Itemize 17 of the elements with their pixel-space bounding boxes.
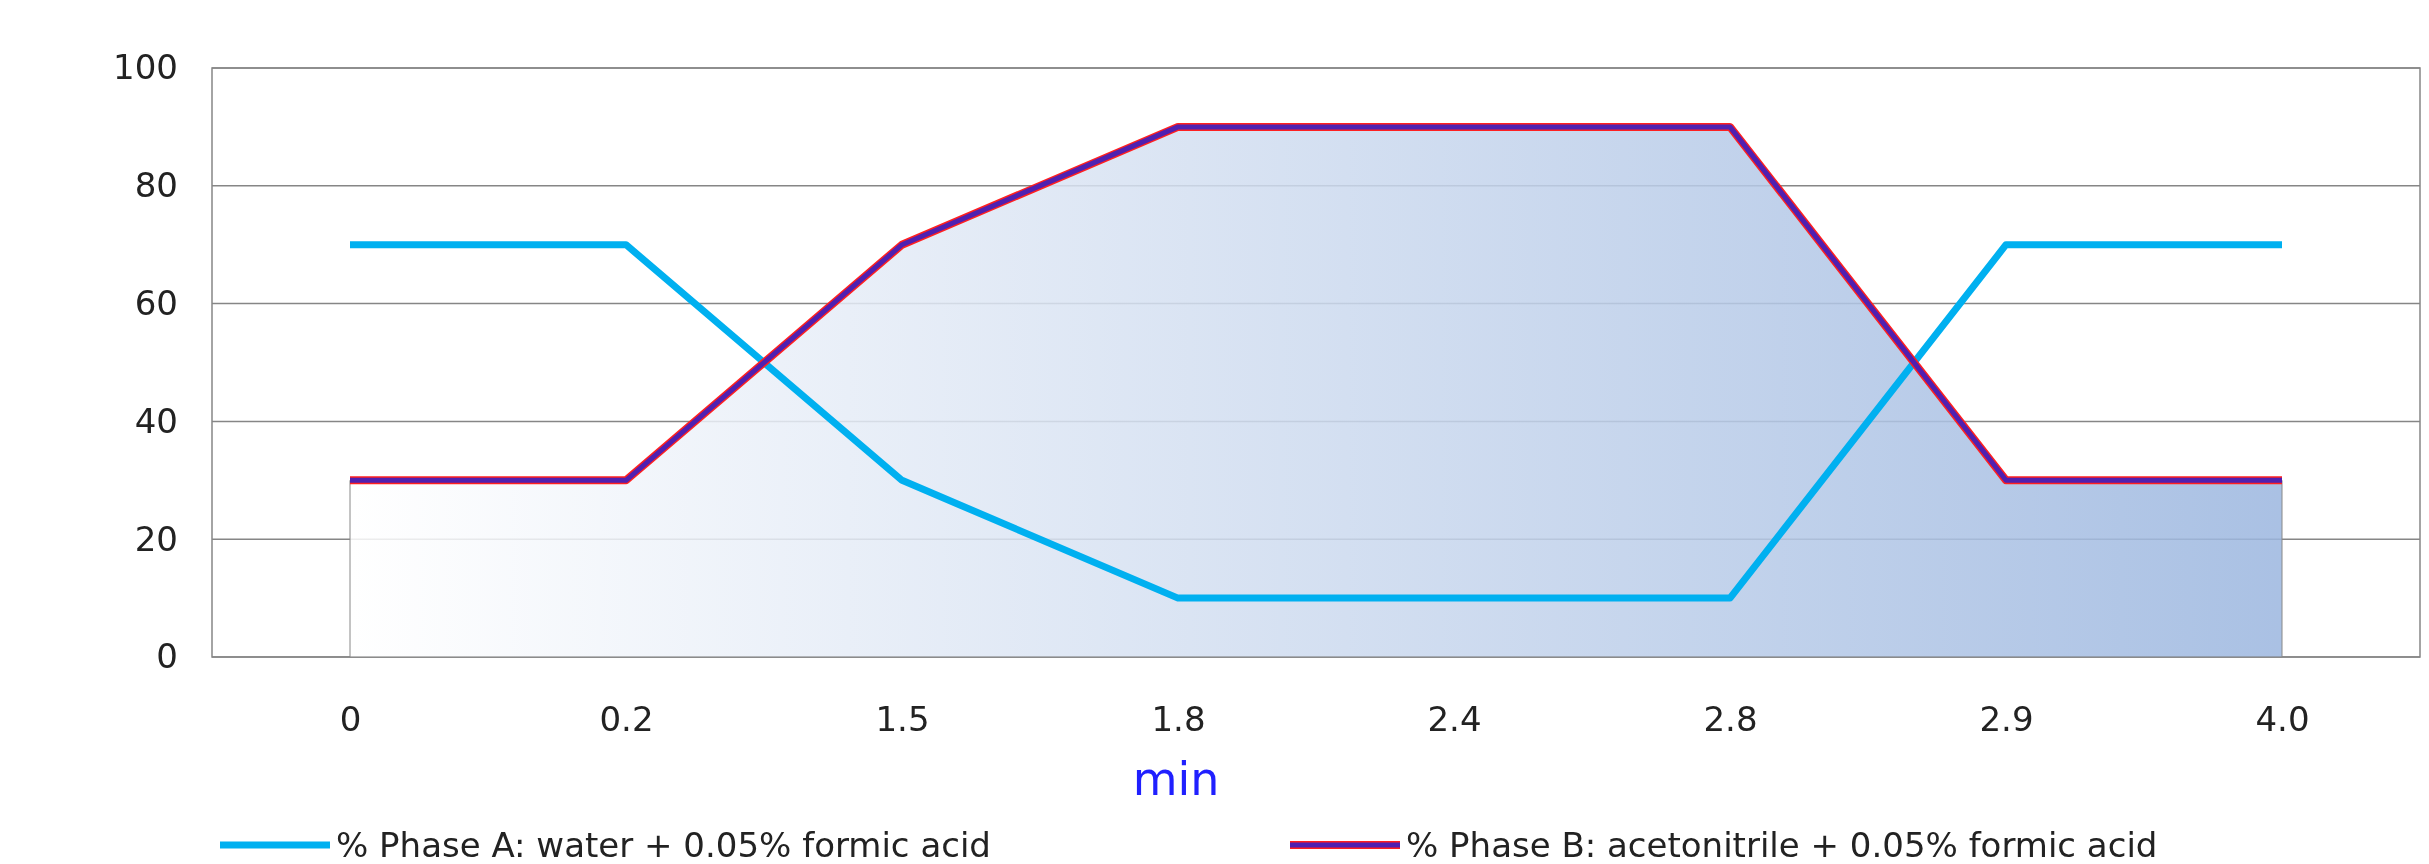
x-axis-title: min [1132, 752, 1220, 806]
y-tick-label: 40 [134, 400, 178, 441]
x-tick-label: 0 [339, 699, 362, 740]
y-tick-label: 80 [134, 165, 178, 206]
x-tick-label: 2.8 [1703, 699, 1758, 740]
legend-label: % Phase B: acetonitrile + 0.05% formic acid [1406, 825, 2158, 864]
y-tick-label: 60 [134, 282, 178, 323]
y-tick-label: 20 [134, 518, 178, 559]
x-tick-label: 0.2 [599, 699, 654, 740]
legend-label: % Phase A: water + 0.05% formic acid [336, 825, 991, 864]
x-tick-label: 2.9 [1979, 699, 2034, 740]
y-tick-label: 0 [156, 636, 178, 677]
y-tick-label: 100 [113, 47, 178, 88]
x-tick-label: 2.4 [1427, 699, 1482, 740]
x-tick-label: 4.0 [2255, 699, 2310, 740]
x-tick-label: 1.5 [875, 699, 930, 740]
x-tick-label: 1.8 [1151, 699, 1206, 740]
